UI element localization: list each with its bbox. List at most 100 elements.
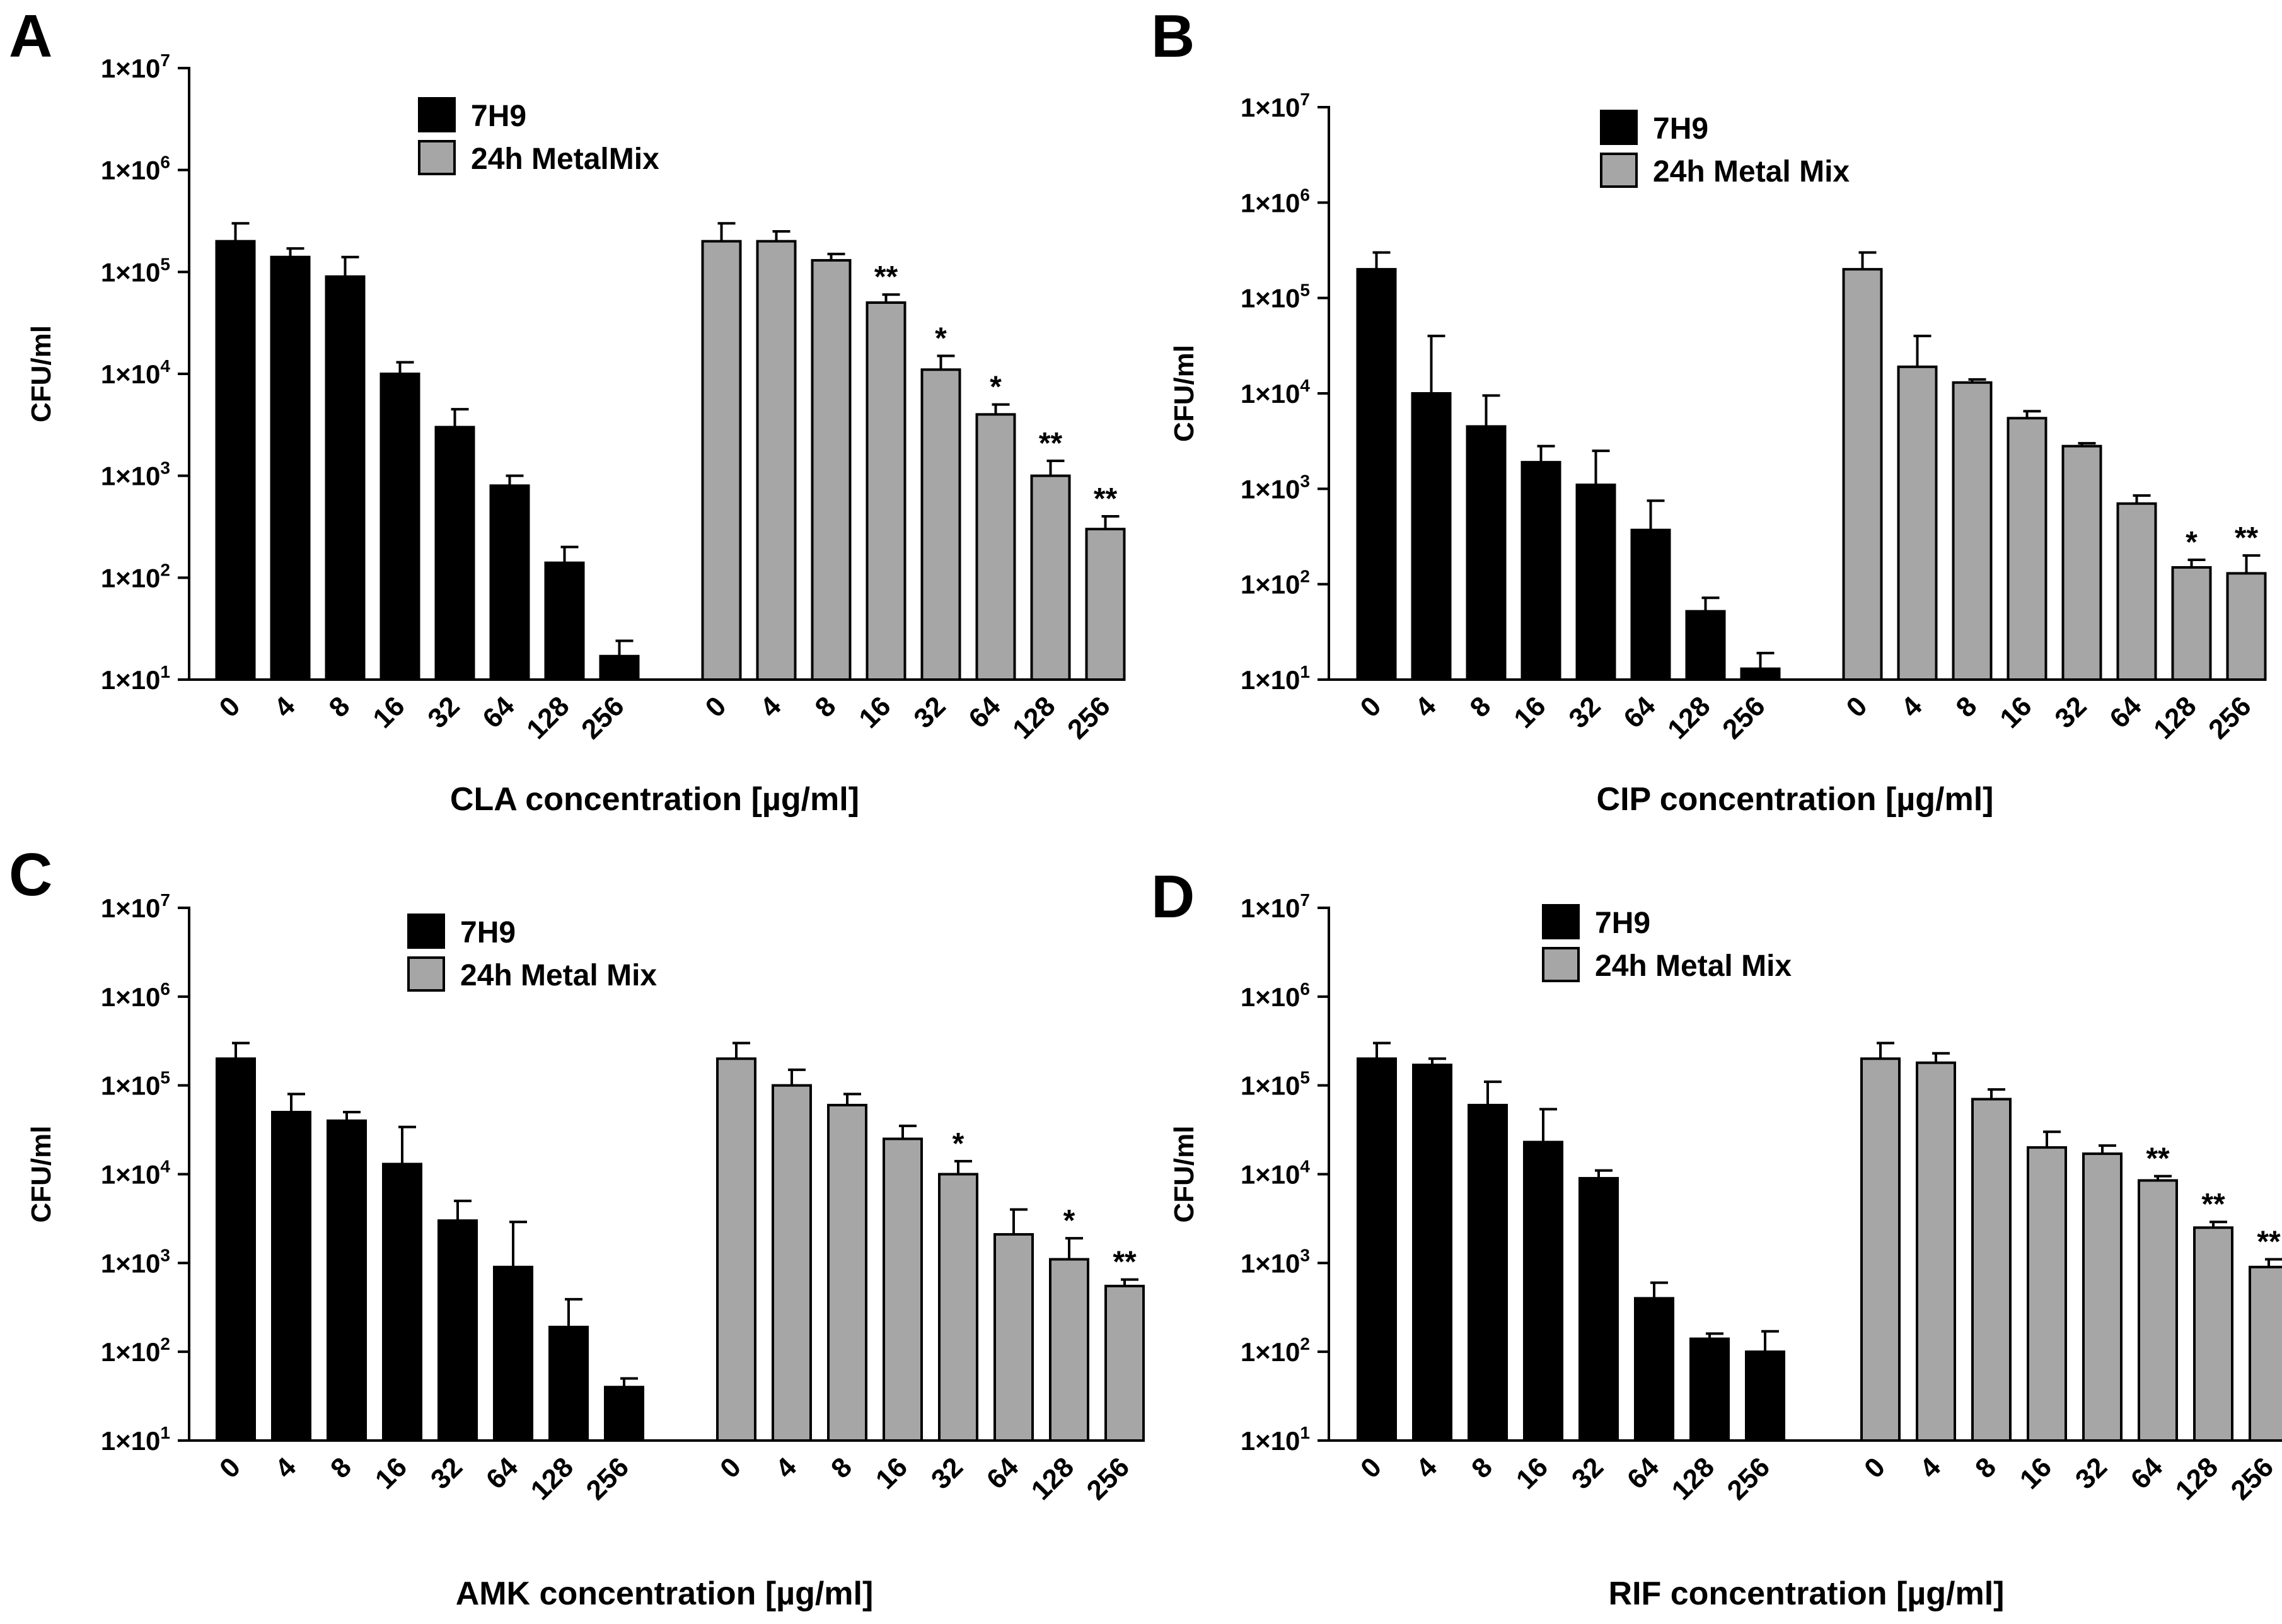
x-tick-label: 128	[521, 690, 576, 745]
x-tick-label: 0	[1858, 1451, 1891, 1484]
bar	[827, 1103, 867, 1442]
y-tick-label: 1×106	[1241, 979, 1310, 1012]
x-tick-label: 32	[1563, 690, 1606, 734]
y-tick-label: 1×104	[101, 356, 171, 389]
x-tick-label: 128	[1026, 1451, 1080, 1506]
x-tick-label: 0	[1355, 690, 1387, 723]
bar	[325, 275, 366, 682]
y-tick-exponent: 7	[1300, 890, 1310, 910]
bar	[1412, 1064, 1452, 1442]
y-tick-label: 1×106	[101, 153, 170, 185]
bar	[2007, 417, 2047, 682]
y-tick-label: 1×105	[101, 254, 170, 287]
x-tick-label: 8	[1969, 1451, 2002, 1484]
y-tick-exponent: 1	[160, 1423, 170, 1442]
bar	[1085, 528, 1126, 681]
bar	[1685, 610, 1726, 682]
legend-swatch	[1600, 153, 1638, 188]
x-tick-label: 32	[1566, 1451, 1609, 1495]
y-tick-base: 1×10	[1241, 1426, 1300, 1456]
bar	[216, 1057, 256, 1442]
significance-marker: *	[2186, 526, 2198, 559]
x-tick-label: 32	[422, 690, 465, 734]
panel-a: A1×1011×1021×1031×1041×1051×1061×107CFU/…	[9, 3, 1126, 818]
bar	[379, 373, 420, 681]
bar	[920, 368, 961, 681]
x-tick-label: 256	[2225, 1451, 2280, 1506]
x-tick-label: 64	[477, 690, 521, 734]
y-tick-label: 1×102	[101, 1334, 170, 1367]
significance-marker: **	[874, 260, 898, 294]
x-tick-label: 4	[770, 1451, 802, 1484]
y-tick-label: 1×106	[101, 979, 170, 1012]
bar	[1952, 381, 1993, 682]
bar	[2138, 1179, 2178, 1442]
y-tick-label: 1×104	[1241, 376, 1311, 409]
bar	[716, 1057, 756, 1442]
bar	[1575, 484, 1616, 681]
bar	[382, 1163, 422, 1442]
bar	[215, 240, 256, 681]
y-tick-base: 1×10	[1241, 1337, 1300, 1367]
bar	[2226, 572, 2267, 681]
bar	[2249, 1265, 2282, 1442]
significance-marker: **	[2201, 1188, 2225, 1221]
x-tick-label: 16	[367, 690, 410, 734]
bar	[2193, 1226, 2233, 1442]
x-tick-label: 8	[325, 1451, 357, 1484]
y-tick-label: 1×103	[1241, 1245, 1310, 1278]
panel-label-d: D	[1151, 863, 1195, 931]
x-tick-label: 4	[1896, 690, 1928, 723]
legend-label: 24h Metal Mix	[1595, 949, 1792, 983]
x-tick-label: 32	[425, 1451, 468, 1495]
y-tick-label: 1×107	[1241, 890, 1310, 923]
y-tick-base: 1×10	[101, 461, 161, 491]
y-tick-exponent: 6	[160, 153, 170, 172]
y-tick-exponent: 6	[1300, 185, 1310, 204]
y-tick-base: 1×10	[1241, 474, 1300, 504]
legend-label: 24h MetalMix	[471, 142, 659, 176]
y-tick-base: 1×10	[101, 563, 161, 593]
y-tick-exponent: 3	[1300, 471, 1310, 490]
x-tick-label: 64	[1618, 690, 1662, 734]
x-tick-label: 128	[1007, 690, 1062, 745]
bar	[1745, 1350, 1785, 1442]
y-tick-label: 1×107	[1241, 90, 1310, 122]
significance-marker: *	[1063, 1204, 1075, 1238]
significance-marker: **	[1113, 1246, 1137, 1279]
x-tick-label: 4	[1410, 690, 1442, 723]
bar	[1842, 268, 1883, 681]
legend-label: 7H9	[1653, 112, 1708, 146]
y-axis-title: CFU/ml	[1169, 1126, 1200, 1223]
y-tick-label: 1×107	[101, 890, 170, 923]
y-tick-base: 1×10	[101, 257, 161, 287]
y-tick-exponent: 7	[160, 50, 170, 70]
y-tick-base: 1×10	[101, 1160, 161, 1190]
x-tick-label: 128	[2170, 1451, 2225, 1506]
y-tick-exponent: 2	[160, 560, 170, 579]
x-tick-label: 128	[1666, 1451, 1721, 1506]
y-tick-label: 1×101	[101, 662, 170, 695]
bar	[1689, 1337, 1730, 1442]
legend-swatch	[418, 97, 456, 132]
y-tick-label: 1×103	[101, 458, 170, 491]
significance-marker: **	[1039, 427, 1063, 460]
x-tick-label: 32	[908, 690, 951, 734]
significance-marker: *	[935, 322, 947, 356]
x-tick-label: 8	[825, 1451, 858, 1484]
x-tick-label: 256	[581, 1451, 635, 1506]
x-tick-label: 64	[981, 1451, 1025, 1495]
bar	[1030, 474, 1071, 682]
bar	[1971, 1098, 2012, 1442]
y-tick-exponent: 5	[160, 1068, 170, 1088]
x-tick-label: 16	[870, 1451, 913, 1495]
bar	[2061, 444, 2102, 681]
legend-swatch	[407, 914, 445, 949]
bar	[1523, 1140, 1563, 1442]
x-tick-label: 4	[1914, 1451, 1947, 1484]
bar	[489, 484, 530, 682]
y-tick-exponent: 5	[1300, 281, 1310, 300]
bar	[604, 1386, 644, 1442]
significance-marker: **	[2146, 1142, 2170, 1176]
